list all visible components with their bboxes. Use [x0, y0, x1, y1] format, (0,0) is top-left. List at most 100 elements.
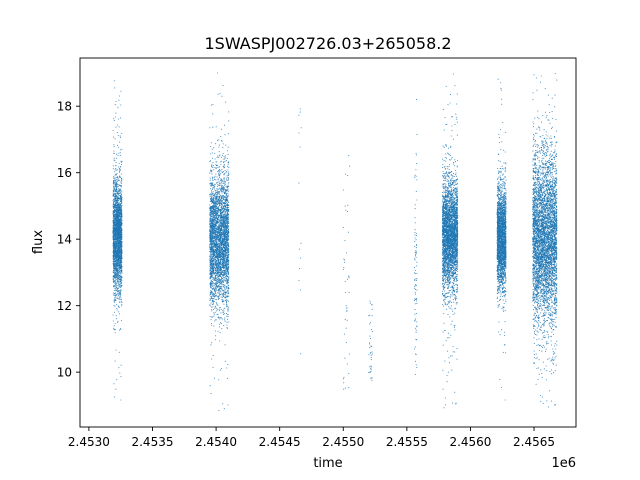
data-point [114, 244, 116, 246]
data-point [212, 301, 214, 303]
data-point [116, 303, 118, 305]
data-point [217, 210, 219, 212]
data-point [117, 118, 119, 120]
data-point [120, 399, 122, 401]
data-point [115, 282, 117, 284]
data-point [118, 215, 121, 217]
data-point [121, 252, 123, 254]
data-point [112, 233, 114, 235]
data-point [213, 221, 215, 223]
data-point [225, 160, 227, 162]
data-point [120, 245, 122, 247]
data-point [119, 292, 121, 294]
data-point [117, 214, 119, 216]
data-point [216, 189, 218, 191]
data-point [118, 152, 120, 154]
data-point [213, 315, 215, 317]
data-point [114, 219, 116, 222]
data-point [113, 252, 115, 254]
data-point [220, 322, 222, 324]
data-point [113, 282, 115, 284]
data-point [115, 112, 117, 114]
data-point [120, 90, 122, 92]
data-point [120, 173, 122, 175]
data-point [112, 238, 114, 240]
data-point [209, 286, 211, 288]
data-point [114, 360, 116, 362]
data-point [113, 207, 115, 210]
data-point [120, 270, 122, 272]
data-points [112, 72, 558, 412]
data-point [116, 184, 118, 186]
data-point [113, 226, 115, 228]
data-point [219, 199, 221, 201]
data-point [217, 72, 219, 74]
data-point [228, 277, 230, 279]
data-point [116, 173, 118, 175]
data-point [225, 193, 228, 195]
data-point [218, 265, 220, 267]
data-point [116, 208, 118, 210]
data-point [209, 265, 211, 267]
data-point [210, 153, 212, 155]
data-point [114, 213, 116, 215]
data-point [112, 217, 114, 219]
data-point [112, 231, 114, 233]
data-point [114, 235, 116, 237]
data-point [114, 174, 116, 176]
data-point [113, 239, 115, 241]
data-point [217, 171, 219, 173]
data-point [113, 272, 115, 274]
data-point [227, 222, 229, 225]
data-point [121, 285, 123, 287]
data-point [118, 242, 120, 244]
data-point [227, 221, 229, 224]
data-point [227, 166, 229, 168]
data-point [227, 290, 229, 292]
data-point [112, 279, 114, 281]
data-point [214, 290, 216, 292]
data-point [219, 201, 221, 203]
data-point [113, 206, 115, 208]
data-point [120, 230, 122, 232]
data-point [228, 278, 230, 280]
data-point [223, 165, 225, 167]
data-point [116, 207, 118, 209]
data-point [211, 148, 213, 150]
data-point [119, 278, 121, 281]
data-point [118, 207, 120, 210]
data-point [219, 181, 221, 183]
data-point [119, 136, 121, 139]
data-point [115, 264, 117, 266]
data-point [215, 278, 217, 280]
data-point [113, 185, 115, 187]
data-point [116, 263, 118, 266]
data-point [114, 296, 116, 298]
data-point [114, 195, 117, 197]
data-point [117, 230, 119, 232]
data-point [121, 132, 123, 135]
data-point [119, 252, 121, 254]
data-point [218, 242, 220, 244]
data-point [115, 244, 117, 246]
data-point [120, 203, 122, 205]
data-point [120, 213, 122, 215]
data-point [115, 161, 117, 164]
data-point [223, 166, 226, 169]
data-point [113, 285, 115, 287]
data-point [114, 246, 116, 248]
data-point [223, 157, 225, 159]
data-point [227, 226, 229, 229]
data-point [228, 221, 230, 223]
data-point [116, 222, 118, 224]
data-point [222, 294, 224, 297]
data-point [227, 192, 229, 194]
data-point [219, 317, 221, 319]
data-point [115, 294, 117, 296]
data-point [115, 315, 117, 317]
data-point [224, 289, 226, 291]
data-point [214, 222, 216, 224]
data-point [120, 179, 123, 182]
data-point [219, 264, 221, 266]
data-point [120, 299, 123, 301]
